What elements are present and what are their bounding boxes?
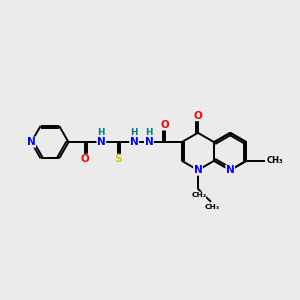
Text: O: O [81,154,89,164]
Text: CH₃: CH₃ [204,204,220,210]
Text: CH₂: CH₂ [191,192,206,198]
Text: N: N [226,165,235,175]
Text: N: N [194,165,202,175]
Text: H: H [145,128,153,137]
Text: O: O [194,111,202,121]
Text: H: H [98,128,105,137]
Text: CH₃: CH₃ [267,156,284,165]
Text: N: N [145,137,153,147]
Text: S: S [114,154,122,164]
Text: H: H [130,128,138,137]
Text: N: N [27,137,36,147]
Text: O: O [161,120,170,130]
Text: N: N [130,137,139,147]
Text: N: N [97,137,106,147]
